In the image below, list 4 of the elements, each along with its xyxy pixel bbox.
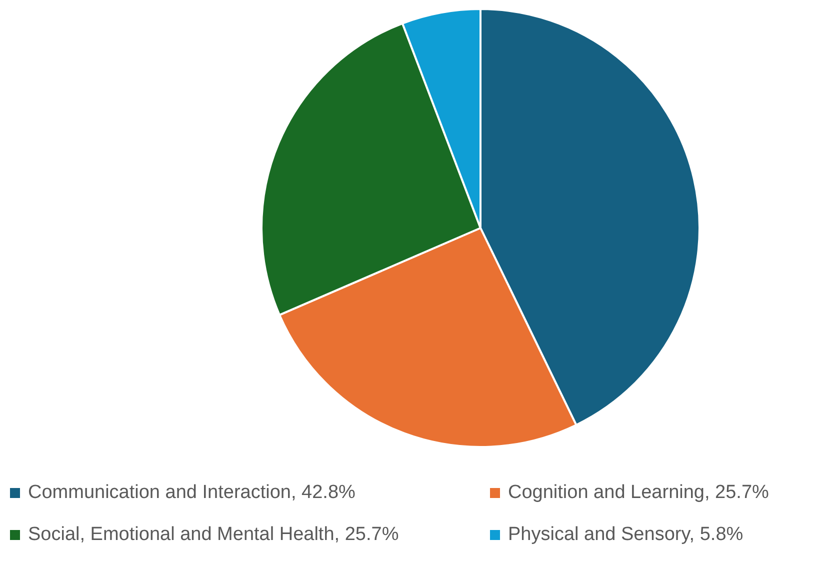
legend-label: Communication and Interaction, 42.8% xyxy=(28,482,356,504)
legend-label: Physical and Sensory, 5.8% xyxy=(508,524,744,546)
legend-label: Cognition and Learning, 25.7% xyxy=(508,482,769,504)
legend-label: Social, Emotional and Mental Health, 25.7% xyxy=(28,524,399,546)
